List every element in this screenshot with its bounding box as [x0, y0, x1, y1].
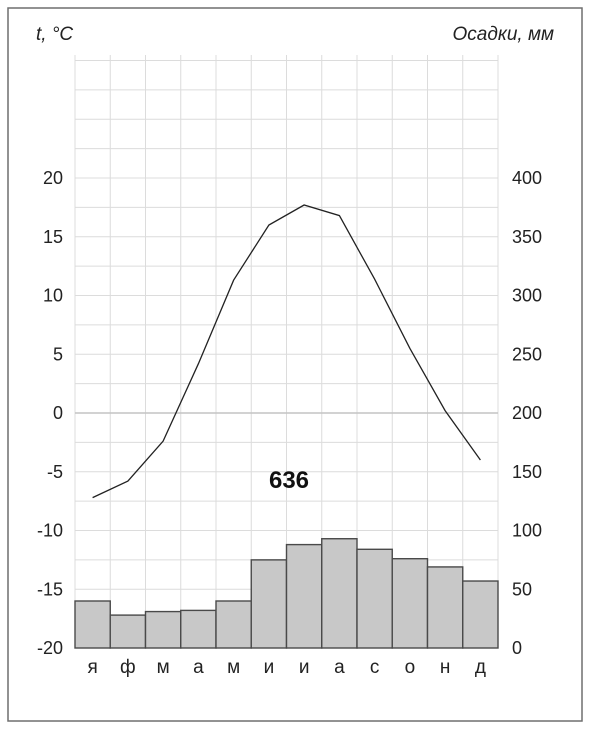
month-label: а: [334, 657, 345, 678]
right-axis-tick-label: 100: [512, 521, 542, 541]
precipitation-bar: [462, 580, 499, 649]
month-label: и: [299, 657, 310, 678]
month-label: н: [440, 657, 451, 678]
left-axis-tick-label: 5: [53, 344, 63, 364]
right-axis-title: Осадки, мм: [453, 24, 555, 45]
right-axis-tick-label: 200: [512, 403, 542, 423]
right-axis-tick-label: 150: [512, 462, 542, 482]
month-label: с: [370, 657, 380, 678]
left-axis-tick-label: 0: [53, 403, 63, 423]
precipitation-bar: [426, 566, 464, 649]
temperature-series-line: [92, 204, 481, 499]
precipitation-bar: [285, 543, 323, 649]
month-label: д: [475, 657, 486, 678]
left-axis-tick-label: -5: [47, 462, 63, 482]
month-label: м: [227, 657, 240, 678]
right-axis-tick-label: 350: [512, 227, 542, 247]
precipitation-bar: [391, 558, 429, 649]
right-axis-tick-label: 250: [512, 344, 542, 364]
left-axis-tick-label: 20: [43, 168, 63, 188]
left-axis-tick-label: 15: [43, 227, 63, 247]
precipitation-bar: [109, 614, 147, 649]
precipitation-bar: [74, 600, 111, 649]
left-axis-tick-label: -10: [37, 521, 63, 541]
month-label: я: [87, 657, 97, 678]
precipitation-bar: [215, 600, 252, 649]
precipitation-bar: [144, 610, 182, 649]
right-axis-tick-label: 300: [512, 286, 542, 306]
month-label: о: [405, 657, 416, 678]
temperature-line: [92, 204, 481, 499]
left-axis-tick-label: 10: [43, 286, 63, 306]
left-axis-tick-label: -15: [37, 579, 63, 599]
left-axis-tick-label: -20: [37, 638, 63, 658]
month-label: ф: [120, 657, 136, 678]
month-label: и: [264, 657, 275, 678]
month-label: а: [193, 657, 204, 678]
precipitation-bar: [250, 559, 288, 649]
annual-precipitation-total: 636: [269, 467, 309, 494]
month-label: м: [157, 657, 170, 678]
precipitation-bar: [356, 548, 393, 649]
axis-ticks: 20151050-5-10-15-20400350300250200150100…: [37, 168, 542, 658]
right-axis-tick-label: 50: [512, 579, 532, 599]
right-axis-tick-label: 400: [512, 168, 542, 188]
precipitation-bars: [74, 538, 499, 649]
left-axis-title: t, °C: [36, 24, 73, 45]
precipitation-bar: [180, 609, 217, 649]
right-axis-tick-label: 0: [512, 638, 522, 658]
precipitation-bar: [321, 538, 358, 649]
